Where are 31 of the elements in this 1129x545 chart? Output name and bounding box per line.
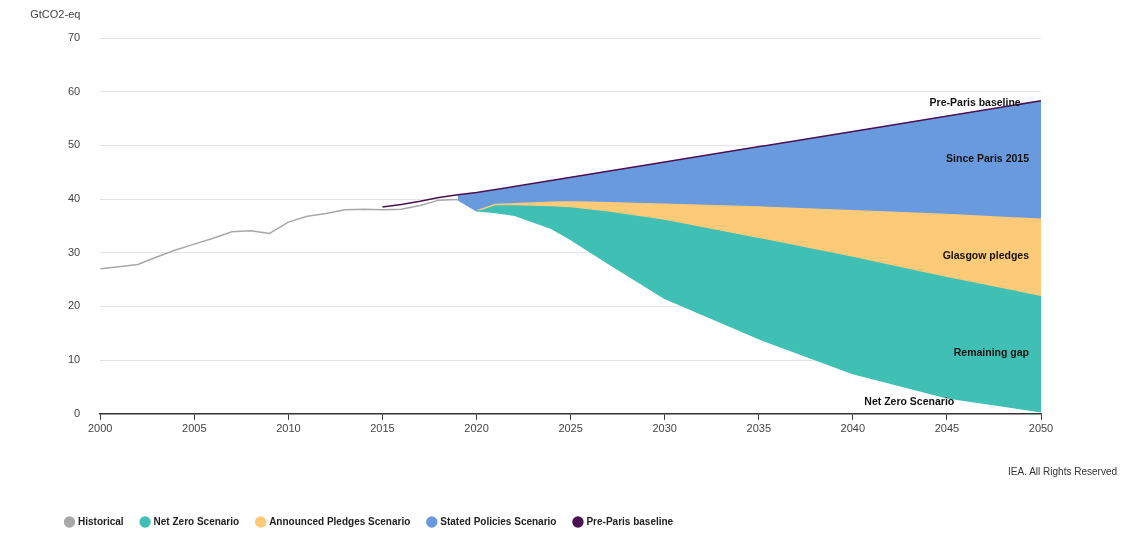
x-tick-label: 2050: [1028, 422, 1054, 435]
x-tick-label: 2030: [652, 422, 677, 435]
y-tick-label: 0: [74, 406, 81, 419]
y-tick-label: 30: [67, 245, 81, 258]
legend-label: Stated Policies Scenario: [440, 515, 557, 527]
x-tick-label: 2010: [276, 422, 301, 435]
x-tick-label: 2045: [934, 422, 960, 435]
annotation: Net Zero Scenario: [864, 395, 955, 408]
y-tick-label: 50: [67, 138, 81, 151]
annotation: Remaining gap: [953, 346, 1029, 359]
legend-label: Pre-Paris baseline: [586, 515, 674, 527]
annotation: Pre-Paris baseline: [929, 96, 1021, 109]
legend-label: Net Zero Scenario: [153, 515, 240, 527]
annotation: Since Paris 2015: [946, 152, 1030, 165]
text: IEA. All Rights Reserved: [1008, 465, 1117, 477]
x-tick-label: 2015: [370, 422, 395, 435]
y-tick-label: 20: [67, 299, 81, 312]
legend-label: Announced Pledges Scenario: [269, 515, 411, 527]
legend-label: Historical: [78, 515, 124, 527]
x-tick-label: 2020: [464, 422, 489, 435]
x-tick-label: 2000: [87, 422, 113, 435]
x-tick-label: 2025: [558, 422, 583, 435]
x-tick-label: 2005: [182, 422, 207, 435]
x-tick-label: 2035: [746, 422, 772, 435]
annotation: Glasgow pledges: [942, 249, 1030, 262]
x-tick-label: 2040: [840, 422, 866, 435]
y-axis-title: GtCO2-eq: [30, 7, 81, 20]
y-tick-label: 40: [67, 192, 81, 205]
y-tick-label: 10: [67, 353, 81, 366]
y-tick-label: 60: [67, 84, 81, 97]
y-tick-label: 70: [67, 31, 81, 44]
